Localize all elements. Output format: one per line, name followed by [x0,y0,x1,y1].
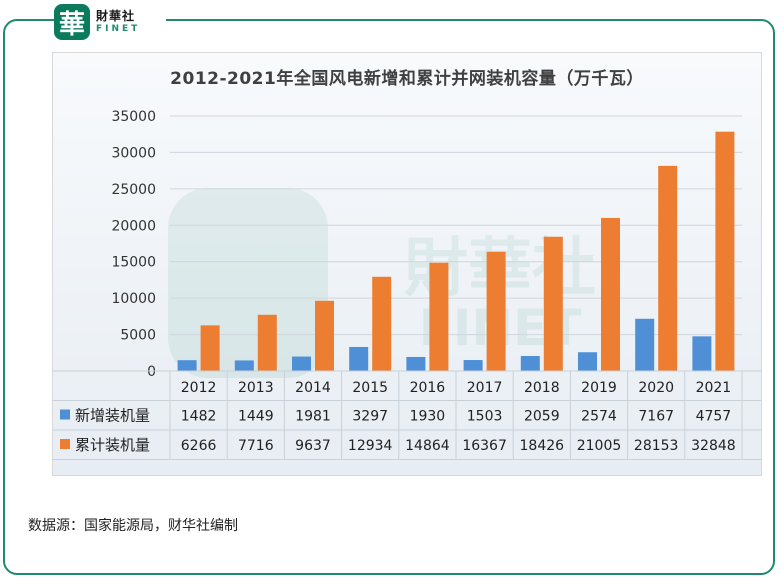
bar-new [578,352,597,371]
data-label: 1503 [467,409,503,425]
x-tick-label: 2019 [581,380,617,396]
data-label: 32848 [691,438,736,454]
chart-title: 2012-2021年全国风电新增和累计并网装机容量（万千瓦） [170,69,644,89]
data-label: 7716 [238,438,274,454]
data-label: 1482 [181,409,217,425]
data-label: 12934 [348,438,393,454]
bar-cumulative [372,276,392,371]
data-label: 6266 [181,438,217,454]
y-tick-label: 0 [147,364,156,380]
bar-new [292,356,311,371]
data-label: 9637 [295,438,331,454]
data-label: 4757 [696,409,732,425]
y-tick-label: 10000 [111,291,156,307]
y-tick-label: 25000 [111,182,156,198]
bar-cumulative [429,262,449,371]
bar-new [635,318,655,371]
logo-text: 財華社 FINET [96,10,140,34]
bar-new [520,355,540,371]
bar-cumulative [601,217,620,371]
data-label: 14864 [405,438,450,454]
x-tick-label: 2016 [410,380,446,396]
y-tick-label: 20000 [111,218,156,234]
finet-logo: 華 財華社 FINET [54,2,166,42]
x-tick-label: 2017 [467,380,503,396]
x-tick-label: 2018 [524,380,560,396]
data-label: 7167 [638,409,674,425]
y-tick-label: 35000 [111,109,156,125]
source-note: 数据源：国家能源局，财华社编制 [28,518,238,534]
data-label: 16367 [462,438,507,454]
bar-cumulative [658,165,678,371]
x-tick-label: 2020 [638,380,674,396]
data-label: 18426 [520,438,565,454]
logo-name-en: FINET [96,24,141,34]
x-tick-label: 2015 [352,380,388,396]
data-label: 1981 [295,409,331,425]
bar-cumulative [200,325,220,371]
x-tick-label: 2014 [295,380,331,396]
legend-label: 累计装机量 [75,436,150,454]
y-tick-label: 15000 [111,255,156,271]
y-tick-label: 30000 [111,145,156,161]
logo-name-cn: 財華社 [96,9,136,23]
data-label: 2574 [581,409,617,425]
logo-mark-icon: 華 [54,4,90,40]
data-label: 2059 [524,409,560,425]
data-label: 21005 [577,438,622,454]
bar-new [406,356,426,371]
y-tick-label: 5000 [120,328,156,344]
x-tick-label: 2012 [181,380,217,396]
data-label: 28153 [634,438,679,454]
data-label: 3297 [352,409,388,425]
bar-new [463,360,483,371]
x-tick-label: 2013 [238,380,274,396]
legend-label: 新增装机量 [75,407,150,425]
bar-cumulative [486,251,506,371]
data-label: 1930 [410,409,446,425]
legend-swatch-new [60,409,70,420]
bar-cumulative [257,314,277,371]
bar-new [234,360,254,371]
bar-new [349,346,369,371]
data-label: 1449 [238,409,274,425]
bar-new [177,360,197,371]
x-tick-label: 2021 [696,380,732,396]
bar-cumulative [715,131,735,371]
bar-cumulative [543,236,563,371]
bar-cumulative [315,300,334,371]
bar-new [692,336,712,371]
legend-swatch-cumulative [60,439,70,449]
